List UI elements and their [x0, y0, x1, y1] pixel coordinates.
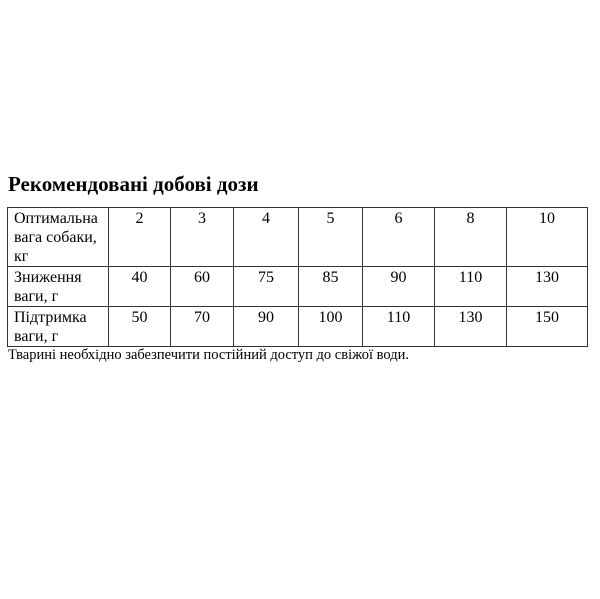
table-cell: 50 — [108, 306, 171, 347]
table-cell: 130 — [434, 306, 507, 347]
water-note: Тварині необхідно забезпечити постійний … — [8, 347, 410, 363]
table-cell: 75 — [233, 266, 299, 307]
table-cell: 150 — [506, 306, 588, 347]
page-title: Рекомендовані добові дози — [8, 172, 259, 196]
table-row: Зниження ваги, г 40 60 75 85 90 110 130 — [7, 266, 588, 307]
table-cell: 60 — [170, 266, 234, 307]
row-label: Оптимальна вага собаки, кг — [7, 207, 109, 267]
table-cell: 70 — [170, 306, 234, 347]
table-cell: 8 — [434, 207, 507, 267]
table-cell: 130 — [506, 266, 588, 307]
table-cell: 4 — [233, 207, 299, 267]
table-row: Підтримка ваги, г 50 70 90 100 110 130 150 — [7, 306, 588, 347]
table-cell: 100 — [298, 306, 363, 347]
row-label: Зниження ваги, г — [7, 266, 109, 307]
table-row: Оптимальна вага собаки, кг 2 3 4 5 6 8 10 — [7, 207, 588, 267]
table-cell: 6 — [362, 207, 435, 267]
table-cell: 110 — [434, 266, 507, 307]
table-cell: 40 — [108, 266, 171, 307]
table-cell: 90 — [362, 266, 435, 307]
table-cell: 10 — [506, 207, 588, 267]
table-cell: 90 — [233, 306, 299, 347]
table-cell: 2 — [108, 207, 171, 267]
dosage-table: Оптимальна вага собаки, кг 2 3 4 5 6 8 10 Знижен… — [7, 207, 588, 347]
table-cell: 5 — [298, 207, 363, 267]
table-cell: 3 — [170, 207, 234, 267]
table-cell: 85 — [298, 266, 363, 307]
table-cell: 110 — [362, 306, 435, 347]
row-label: Підтримка ваги, г — [7, 306, 109, 347]
